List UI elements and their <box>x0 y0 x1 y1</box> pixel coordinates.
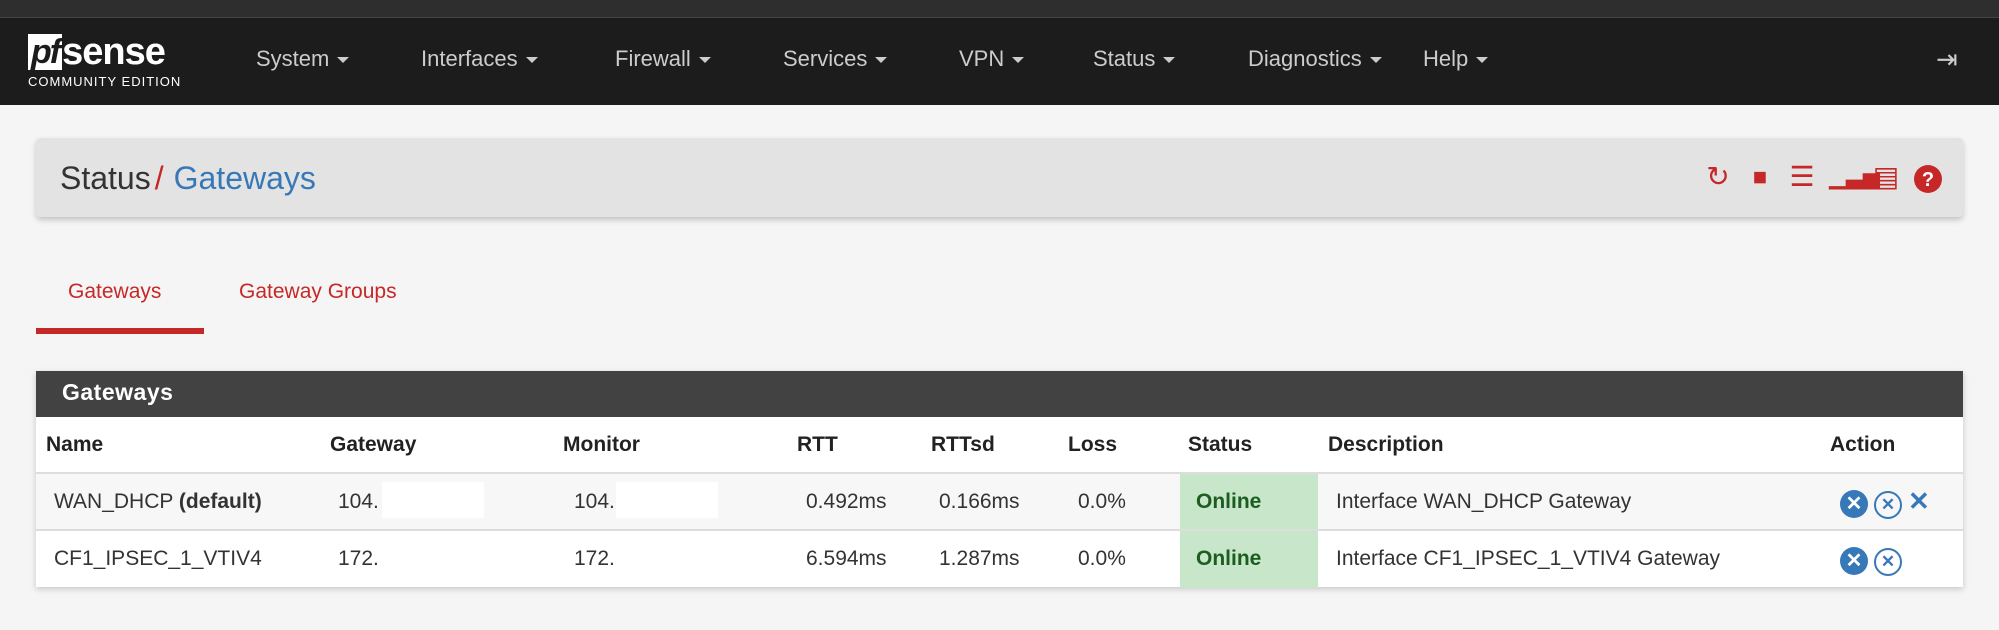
kill-states-button[interactable]: ✕ <box>1840 487 1868 518</box>
stop-icon[interactable]: ⏹ <box>1752 161 1767 192</box>
redaction <box>382 482 484 518</box>
breadcrumb-separator: / <box>154 160 164 196</box>
col-gateway: Gateway <box>330 433 417 456</box>
rttsd: 0.166ms <box>939 490 1020 513</box>
redaction <box>616 482 718 518</box>
pfsense-logo[interactable]: pfsense COMMUNITY EDITION <box>28 31 182 89</box>
nav-help[interactable]: Help <box>1423 46 1489 72</box>
table-row: WAN_DHCP (default) 104. 104. 0.492ms 0.1… <box>36 472 1963 531</box>
col-rtt: RTT <box>797 433 838 456</box>
loss: 0.0% <box>1078 490 1126 513</box>
kill-states-button[interactable]: ✕ <box>1840 544 1868 575</box>
nav-label: VPN <box>959 46 1005 71</box>
times-circle-outline-icon: ✕ <box>1874 548 1902 576</box>
list-icon[interactable]: ▤ <box>1872 161 1900 192</box>
nav-label: Diagnostics <box>1248 46 1362 71</box>
nav-label: Interfaces <box>421 46 518 71</box>
loss: 0.0% <box>1078 547 1126 570</box>
times-icon: ✕ <box>1908 486 1930 516</box>
nav-interfaces[interactable]: Interfaces <box>421 46 538 72</box>
col-monitor: Monitor <box>563 433 640 456</box>
tab-gateway-groups[interactable]: Gateway Groups <box>239 280 397 303</box>
nav-system[interactable]: System <box>256 46 350 72</box>
times-circle-outline-icon: ✕ <box>1874 491 1902 519</box>
rtt: 6.594ms <box>806 547 887 570</box>
col-action: Action <box>1830 433 1896 456</box>
caret-down-icon <box>698 57 711 64</box>
rtt: 0.492ms <box>806 490 887 513</box>
tab-gateways[interactable]: Gateways <box>68 280 162 303</box>
caret-down-icon <box>1163 57 1176 64</box>
nav-label: System <box>256 46 330 71</box>
remove-button[interactable]: ✕ <box>1908 487 1930 515</box>
help-icon[interactable]: ? <box>1913 162 1943 193</box>
caret-down-icon <box>525 57 538 64</box>
times-circle-icon: ✕ <box>1840 547 1868 575</box>
nav-services[interactable]: Services <box>783 46 888 72</box>
sign-out-icon[interactable]: ⇥ <box>1936 44 1958 74</box>
col-status: Status <box>1188 433 1253 456</box>
mark-down-button[interactable]: ✕ <box>1874 544 1902 576</box>
col-rttsd: RTTsd <box>931 433 995 456</box>
caret-down-icon <box>875 57 888 64</box>
gateway-ip: 104. <box>338 490 379 513</box>
reload-icon[interactable]: ↻ <box>1706 161 1730 192</box>
description: Interface WAN_DHCP Gateway <box>1336 490 1632 513</box>
nav-vpn[interactable]: VPN <box>959 46 1025 72</box>
breadcrumb: Status / Gateways <box>60 160 316 197</box>
gateway-name: WAN_DHCP (default) <box>54 490 262 513</box>
nav-firewall[interactable]: Firewall <box>615 46 711 72</box>
status-badge: Online <box>1180 531 1318 588</box>
nav-diagnostics[interactable]: Diagnostics <box>1248 46 1382 72</box>
active-tab-indicator <box>36 328 204 334</box>
gateway-ip: 172. <box>338 547 379 570</box>
col-loss: Loss <box>1068 433 1118 456</box>
description: Interface CF1_IPSEC_1_VTIV4 Gateway <box>1336 547 1721 570</box>
mark-down-button[interactable]: ✕ <box>1874 487 1902 519</box>
status-badge: Online <box>1180 474 1318 531</box>
caret-down-icon <box>337 57 350 64</box>
browser-strip <box>0 0 1999 18</box>
navbar: pfsense COMMUNITY EDITION System Interfa… <box>0 18 1999 105</box>
nav-label: Services <box>783 46 868 71</box>
times-circle-icon: ✕ <box>1840 490 1868 518</box>
caret-down-icon <box>1012 57 1025 64</box>
sliders-icon[interactable]: ☰ <box>1789 161 1815 192</box>
nav-status[interactable]: Status <box>1093 46 1176 72</box>
breadcrumb-panel: Status / Gateways ↻ ⏹ ☰ ▁▃▅ ▤ ? <box>36 138 1963 217</box>
rttsd: 1.287ms <box>939 547 1020 570</box>
nav-label: Help <box>1423 46 1469 71</box>
breadcrumb-current[interactable]: Gateways <box>173 160 316 196</box>
bar-chart-icon[interactable]: ▁▃▅ <box>1829 164 1880 189</box>
caret-down-icon <box>1369 57 1382 64</box>
monitor-ip: 104. <box>574 490 615 513</box>
edition-label: COMMUNITY EDITION <box>28 74 182 89</box>
col-description: Description <box>1328 433 1444 456</box>
breadcrumb-parent[interactable]: Status <box>60 160 151 196</box>
caret-down-icon <box>1476 57 1489 64</box>
gateways-panel: Gateways Name Gateway Monitor RTT RTTsd … <box>36 371 1963 588</box>
nav-label: Status <box>1093 46 1156 71</box>
monitor-ip: 172. <box>574 547 615 570</box>
table-row: CF1_IPSEC_1_VTIV4 172. 172. 6.594ms 1.28… <box>36 529 1963 588</box>
col-name: Name <box>46 433 104 456</box>
nav-label: Firewall <box>615 46 691 71</box>
panel-title: Gateways <box>36 371 1963 417</box>
gateway-name: CF1_IPSEC_1_VTIV4 <box>54 547 262 570</box>
